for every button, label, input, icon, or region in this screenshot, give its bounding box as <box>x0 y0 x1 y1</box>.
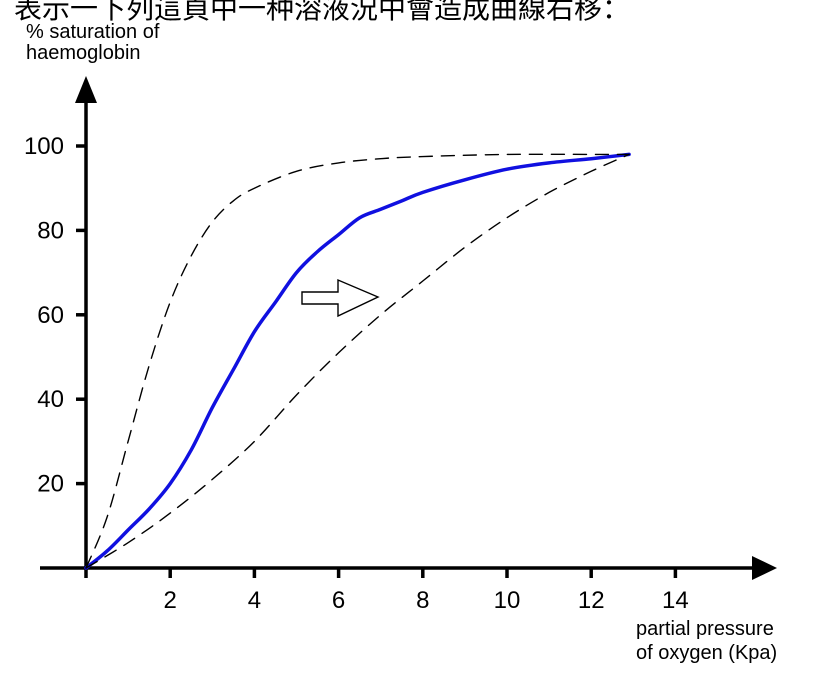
hollow-right-arrow-icon <box>301 278 380 318</box>
x-axis-label-line-2: of oxygen (Kpa) <box>636 642 778 664</box>
y-axis-label-line-2: haemoglobin <box>26 42 141 64</box>
x-tick-label: 14 <box>662 587 689 614</box>
y-tick-label: 80 <box>37 217 64 244</box>
series-line-normal-curve <box>84 152 631 570</box>
x-tick-label: 8 <box>416 587 429 614</box>
x-axis-label-line-1: partial pressure <box>636 618 774 640</box>
x-tick-label: 4 <box>248 587 261 614</box>
y-tick-label: 40 <box>37 386 64 413</box>
series-line-dashed-curve-1 <box>85 153 630 569</box>
y-axis-arrowhead-icon <box>75 76 97 103</box>
header-caption: 表示一下列這頁中一种溶液況中會造成曲線右移： <box>14 0 631 25</box>
x-axis-label: partial pressure of oxygen (Kpa) <box>636 617 777 665</box>
x-tick-label: 6 <box>332 587 345 614</box>
series-line-dashed-curve-2 <box>85 153 630 569</box>
x-tick-label: 2 <box>164 587 177 614</box>
y-axis-label-line-1: % saturation of <box>26 21 160 43</box>
x-tick-label: 10 <box>494 587 521 614</box>
series-group <box>84 152 631 570</box>
y-tick-label: 60 <box>37 302 64 329</box>
ticks: 20 40 60 80 100 2 4 6 8 10 12 14 <box>24 133 689 614</box>
axes <box>40 76 777 580</box>
x-tick-label: 12 <box>578 587 605 614</box>
y-axis-label: % saturation of haemoglobin <box>26 22 159 64</box>
y-tick-label: 20 <box>37 471 64 498</box>
y-tick-label: 100 <box>24 133 64 160</box>
x-axis-arrowhead-icon <box>752 556 777 580</box>
shift-right-arrow <box>301 278 380 318</box>
